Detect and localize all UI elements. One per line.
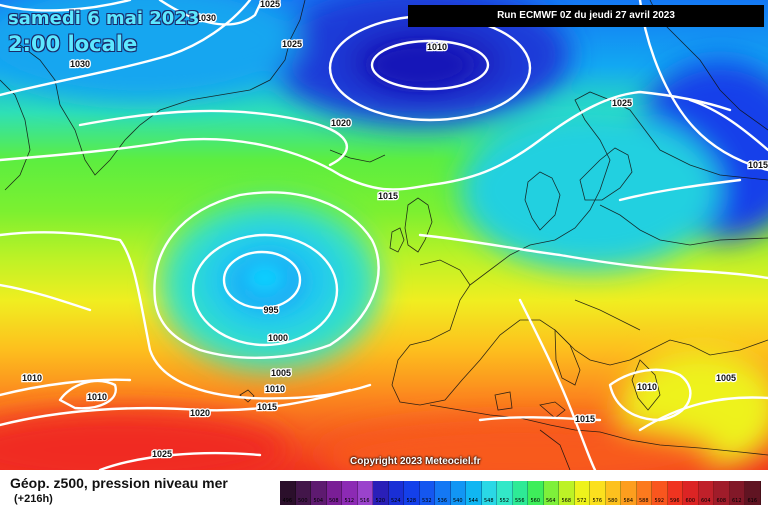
scale-value-600: 600 bbox=[685, 498, 696, 504]
scale-value-508: 508 bbox=[328, 498, 339, 504]
isobar-label-1000: 1000 bbox=[268, 333, 288, 343]
scale-swatch-600: 600 bbox=[683, 481, 699, 505]
scale-swatch-504: 504 bbox=[311, 481, 327, 505]
scale-swatch-568: 568 bbox=[559, 481, 575, 505]
scale-value-552: 552 bbox=[499, 498, 510, 504]
isobar-label-1010-sw-b: 1010 bbox=[87, 392, 107, 402]
run-info-box: Run ECMWF 0Z du jeudi 27 avril 2023 bbox=[408, 5, 764, 27]
isobar-label-1025-nw: 1025 bbox=[260, 0, 280, 9]
coastlines bbox=[0, 0, 768, 470]
scale-value-572: 572 bbox=[576, 498, 587, 504]
scale-swatch-572: 572 bbox=[574, 481, 590, 505]
color-scale: 496 500 504 508 512 516 520 524 528 532 536 540 544 5… bbox=[280, 481, 761, 505]
scale-value-592: 592 bbox=[654, 498, 665, 504]
scale-value-536: 536 bbox=[437, 498, 448, 504]
isobar-label-1020-south: 1020 bbox=[190, 408, 210, 418]
scale-swatch-540: 540 bbox=[450, 481, 466, 505]
isobar-label-1015-russia: 1015 bbox=[748, 160, 768, 170]
isobar-label-1030-north: 1030 bbox=[196, 13, 216, 23]
scale-value-580: 580 bbox=[607, 498, 618, 504]
scale-swatch-496: 496 bbox=[280, 481, 296, 505]
scale-value-524: 524 bbox=[390, 498, 401, 504]
scale-swatch-528: 528 bbox=[404, 481, 420, 505]
isobar-label-1005-turkey: 1005 bbox=[716, 373, 736, 383]
scale-value-556: 556 bbox=[514, 498, 525, 504]
scale-swatch-536: 536 bbox=[435, 481, 451, 505]
scale-swatch-500: 500 bbox=[295, 481, 311, 505]
isobar-label-1015-azores: 1015 bbox=[257, 402, 277, 412]
scale-swatch-612: 612 bbox=[729, 481, 745, 505]
isobar-label-1015-atlantic: 1015 bbox=[378, 191, 398, 201]
scale-value-596: 596 bbox=[669, 498, 680, 504]
copyright-text: Copyright 2023 Meteociel.fr bbox=[350, 456, 481, 467]
scale-swatch-608: 608 bbox=[714, 481, 730, 505]
scale-value-612: 612 bbox=[731, 498, 742, 504]
scale-swatch-564: 564 bbox=[543, 481, 559, 505]
scale-swatch-552: 552 bbox=[497, 481, 513, 505]
scale-value-548: 548 bbox=[483, 498, 494, 504]
scale-swatch-560: 560 bbox=[528, 481, 544, 505]
scale-swatch-580: 580 bbox=[605, 481, 621, 505]
scale-swatch-524: 524 bbox=[388, 481, 404, 505]
scale-value-520: 520 bbox=[375, 498, 386, 504]
scale-swatch-588: 588 bbox=[636, 481, 652, 505]
scale-swatch-516: 516 bbox=[357, 481, 373, 505]
isobar-label-1025-scandinavia: 1025 bbox=[612, 98, 632, 108]
scale-value-576: 576 bbox=[592, 498, 603, 504]
isobar-label-995-low-center: 995 bbox=[263, 305, 278, 315]
scale-swatch-544: 544 bbox=[466, 481, 482, 505]
legend-footer: Géop. z500, pression niveau mer (+216h) … bbox=[0, 470, 768, 512]
scale-value-528: 528 bbox=[406, 498, 417, 504]
scale-swatch-548: 548 bbox=[481, 481, 497, 505]
isobar-label-1010-norwegian-sea: 1010 bbox=[427, 42, 447, 52]
scale-value-560: 560 bbox=[530, 498, 541, 504]
scale-value-504: 504 bbox=[313, 498, 324, 504]
scale-value-496: 496 bbox=[282, 498, 293, 504]
valid-date: samedi 6 mai 2023 bbox=[8, 8, 200, 29]
isobar-label-1025-north: 1025 bbox=[282, 39, 302, 49]
scale-value-588: 588 bbox=[638, 498, 649, 504]
isobar-label-1010-sw-a: 1010 bbox=[22, 373, 42, 383]
scale-value-532: 532 bbox=[421, 498, 432, 504]
isobar-label-1020-atlantic: 1020 bbox=[331, 118, 351, 128]
scale-swatch-520: 520 bbox=[373, 481, 389, 505]
isobar-label-1015-libya: 1015 bbox=[575, 414, 595, 424]
scale-swatch-596: 596 bbox=[667, 481, 683, 505]
field-label: Géop. z500, pression niveau mer bbox=[10, 475, 228, 491]
isobar-label-1030-west: 1030 bbox=[70, 59, 90, 69]
scale-value-500: 500 bbox=[297, 498, 308, 504]
scale-swatch-556: 556 bbox=[512, 481, 528, 505]
isobar-label-1010-azores: 1010 bbox=[265, 384, 285, 394]
isobars bbox=[0, 0, 768, 470]
scale-swatch-512: 512 bbox=[342, 481, 358, 505]
scale-swatch-584: 584 bbox=[621, 481, 637, 505]
scale-value-516: 516 bbox=[359, 498, 370, 504]
scale-value-544: 544 bbox=[468, 498, 479, 504]
scale-value-564: 564 bbox=[545, 498, 556, 504]
scale-value-584: 584 bbox=[623, 498, 634, 504]
lead-time: (+216h) bbox=[14, 493, 53, 505]
scale-swatch-508: 508 bbox=[326, 481, 342, 505]
scale-swatch-616: 616 bbox=[745, 481, 761, 505]
scale-swatch-592: 592 bbox=[652, 481, 668, 505]
scale-swatch-604: 604 bbox=[698, 481, 714, 505]
isobar-label-1010-greece: 1010 bbox=[637, 382, 657, 392]
scale-swatch-576: 576 bbox=[590, 481, 606, 505]
scale-swatch-532: 532 bbox=[419, 481, 435, 505]
scale-value-604: 604 bbox=[700, 498, 711, 504]
scale-value-568: 568 bbox=[561, 498, 572, 504]
isobar-labels: 1025 1030 1030 1025 1010 1025 1015 1020 … bbox=[21, 0, 768, 460]
valid-time: 2:00 locale bbox=[8, 32, 138, 56]
isobar-label-1025-south: 1025 bbox=[152, 449, 172, 459]
isobar-label-1005: 1005 bbox=[271, 368, 291, 378]
scale-value-616: 616 bbox=[747, 498, 758, 504]
scale-value-608: 608 bbox=[716, 498, 727, 504]
scale-value-512: 512 bbox=[344, 498, 355, 504]
scale-value-540: 540 bbox=[452, 498, 463, 504]
forecast-map: 1025 1030 1030 1025 1010 1025 1015 1020 … bbox=[0, 0, 768, 470]
